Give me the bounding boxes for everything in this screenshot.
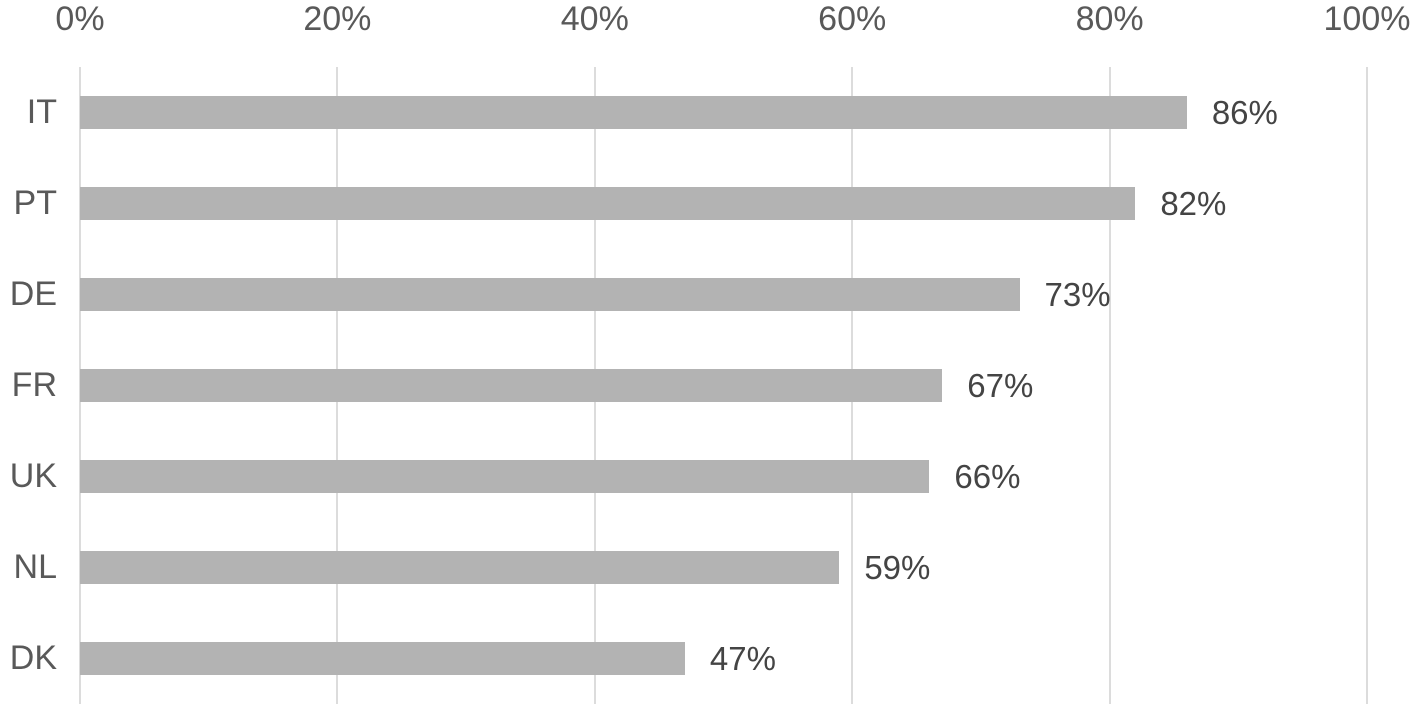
bar-rows: 86% 82% 73% 67% 66% 59% bbox=[80, 67, 1367, 704]
gridline bbox=[1108, 67, 1111, 704]
x-axis-tick-label: 60% bbox=[818, 0, 887, 38]
category-label: IT bbox=[26, 93, 57, 131]
category-label: PT bbox=[13, 184, 57, 222]
x-axis-tick-label: 20% bbox=[303, 0, 372, 38]
bar-row: 59% bbox=[80, 522, 1367, 613]
x-axis-tick-label: 80% bbox=[1075, 0, 1144, 38]
bar bbox=[80, 278, 1020, 311]
bar bbox=[80, 369, 943, 402]
plot-area: 86% 82% 73% 67% 66% 59% bbox=[79, 67, 1368, 704]
category-label: DK bbox=[9, 639, 57, 677]
gridline bbox=[1366, 67, 1368, 704]
category-label: NL bbox=[13, 548, 57, 586]
bar-row: 73% bbox=[80, 249, 1367, 340]
bar-row: 66% bbox=[80, 431, 1367, 522]
data-label: 59% bbox=[864, 548, 931, 586]
data-label: 86% bbox=[1211, 93, 1278, 131]
bar bbox=[80, 551, 840, 584]
category-label: FR bbox=[11, 366, 57, 404]
data-label: 47% bbox=[709, 639, 776, 677]
bar-row: 86% bbox=[80, 67, 1367, 158]
x-axis-tick-label: 100% bbox=[1323, 0, 1411, 38]
data-label: 67% bbox=[967, 366, 1034, 404]
y-axis-category-labels: IT PT DE FR UK NL DK bbox=[0, 67, 62, 704]
data-label: 66% bbox=[954, 457, 1021, 495]
x-axis-tick-label: 40% bbox=[560, 0, 629, 38]
bar bbox=[80, 642, 685, 675]
x-axis-top: 0% 20% 40% 60% 80% 100% bbox=[55, 0, 1410, 40]
bar-row: 82% bbox=[80, 158, 1367, 249]
bar bbox=[80, 96, 1187, 129]
x-axis-tick-label: 0% bbox=[55, 0, 105, 38]
data-label: 82% bbox=[1160, 184, 1227, 222]
bar-row: 67% bbox=[80, 340, 1367, 431]
category-label: DE bbox=[9, 275, 57, 313]
category-label: UK bbox=[9, 457, 57, 495]
data-label: 73% bbox=[1044, 275, 1111, 313]
bar-row: 47% bbox=[80, 613, 1367, 704]
bar bbox=[80, 187, 1136, 220]
bar bbox=[80, 460, 930, 493]
